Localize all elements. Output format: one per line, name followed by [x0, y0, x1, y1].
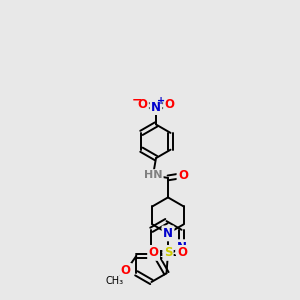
- Text: N: N: [163, 227, 173, 240]
- Text: +: +: [157, 95, 166, 106]
- Text: O: O: [148, 246, 159, 260]
- Text: −: −: [131, 94, 142, 107]
- Text: O: O: [164, 98, 175, 111]
- Text: HN: HN: [144, 170, 162, 181]
- Text: S: S: [164, 246, 172, 260]
- Text: O: O: [178, 169, 188, 182]
- Text: O: O: [137, 98, 148, 111]
- Text: CH₃: CH₃: [105, 276, 124, 286]
- Text: O: O: [121, 264, 131, 278]
- Text: N: N: [177, 241, 187, 254]
- Text: O: O: [177, 246, 188, 260]
- Text: N: N: [151, 100, 161, 114]
